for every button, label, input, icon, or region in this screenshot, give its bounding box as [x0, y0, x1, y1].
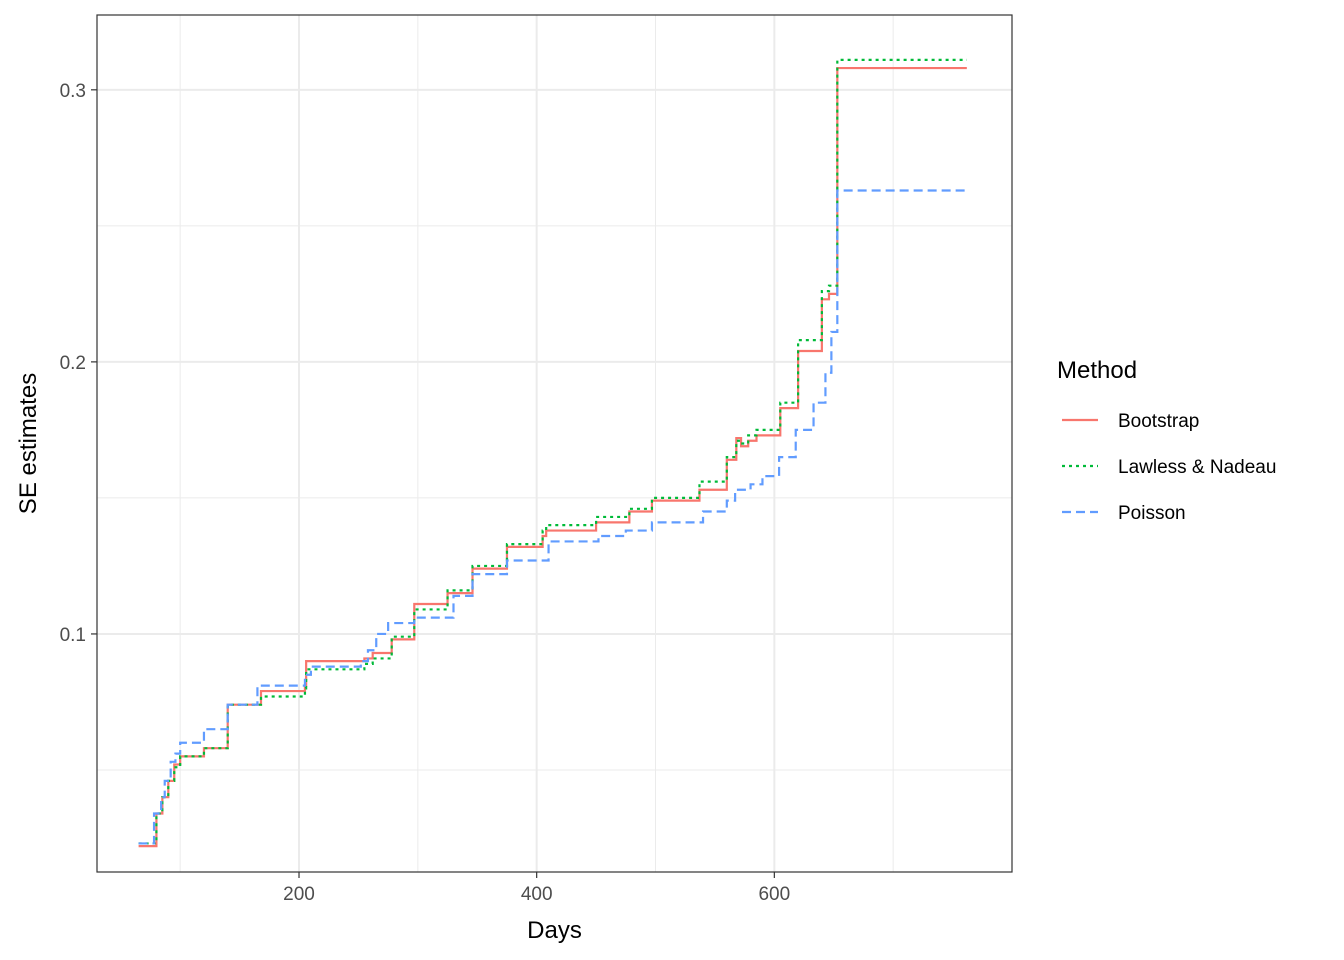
legend-items: Bootstrap Lawless & Nadeau Poisson — [1062, 411, 1276, 524]
x-tick-label: 200 — [283, 884, 315, 905]
panel-background — [97, 15, 1012, 872]
legend-title: Method — [1057, 357, 1137, 384]
legend-label: Bootstrap — [1118, 411, 1199, 432]
y-axis-title: SE estimates — [15, 373, 42, 514]
x-tick-label: 400 — [521, 884, 553, 905]
x-axis: 200 400 600 — [283, 872, 790, 905]
series-lines — [138, 58, 967, 848]
plot-panel — [97, 15, 1012, 872]
y-tick-label: 0.3 — [60, 81, 86, 102]
x-axis-title: Days — [527, 917, 582, 944]
legend-label: Lawless & Nadeau — [1118, 457, 1276, 478]
legend-label: Poisson — [1118, 503, 1186, 524]
x-tick-label: 600 — [758, 884, 790, 905]
legend: Method Bootstrap Lawless & Nadeau Poisson — [1057, 357, 1276, 524]
y-axis: 0.1 0.2 0.3 — [60, 81, 97, 646]
panel-border — [96, 14, 1013, 873]
major-gridlines — [97, 15, 1012, 872]
minor-gridlines — [97, 15, 1012, 872]
legend-item: Lawless & Nadeau — [1062, 457, 1276, 478]
panel-frame — [96, 14, 1013, 873]
y-tick-label: 0.2 — [60, 353, 86, 374]
series-line-lawless-nadeau — [138, 58, 967, 845]
y-tick-label: 0.1 — [60, 625, 86, 646]
legend-item: Poisson — [1062, 503, 1186, 524]
legend-item: Bootstrap — [1062, 411, 1199, 432]
